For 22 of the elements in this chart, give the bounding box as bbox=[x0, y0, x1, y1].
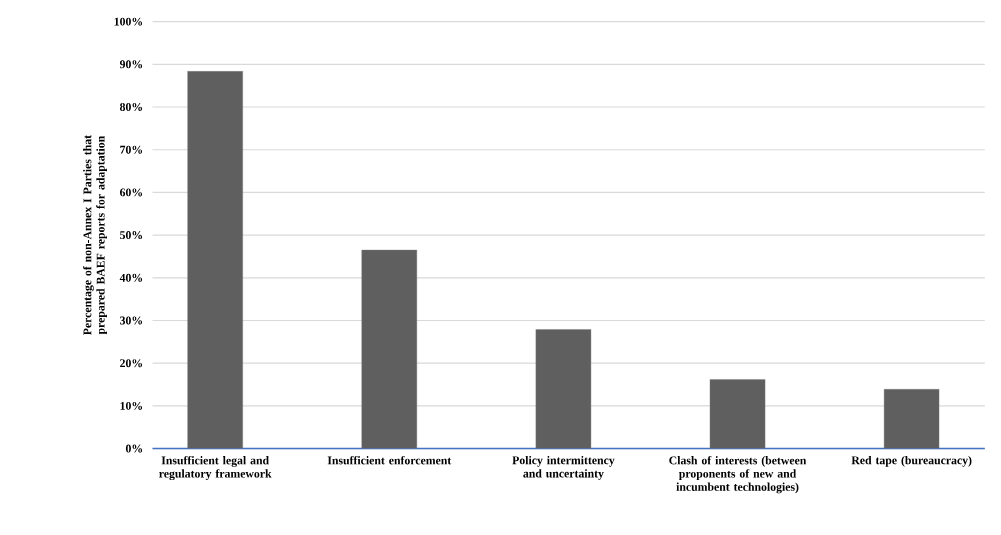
bar bbox=[361, 249, 418, 449]
bar bbox=[187, 70, 243, 449]
bar bbox=[883, 388, 940, 449]
x-tick-label: Red tape (bureaucracy) bbox=[851, 455, 972, 467]
y-axis-title: Percentage of non-Annex I Parties that prepared BAEF reports for adaptation bbox=[82, 134, 107, 336]
y-tick-label: 20% bbox=[120, 359, 143, 368]
y-tick-label: 30% bbox=[120, 316, 143, 325]
y-tick-label: 0% bbox=[125, 444, 143, 453]
y-tick-label: 60% bbox=[120, 188, 143, 197]
y-tick-label: 80% bbox=[119, 102, 143, 111]
y-tick-label: 100% bbox=[114, 17, 143, 26]
bar bbox=[535, 329, 592, 449]
x-tick-label: Clash of interests (between proponents of new and incumbent technologies) bbox=[669, 455, 807, 494]
y-tick-label: 40% bbox=[119, 273, 143, 282]
x-tick-label: Policy intermittency and uncertainty bbox=[512, 455, 615, 480]
x-tick-label: Insufficient legal and regulatory framework bbox=[159, 455, 272, 481]
y-tick-label: 10% bbox=[120, 401, 143, 410]
y-tick-label: 70% bbox=[120, 145, 143, 154]
y-tick-label: 90% bbox=[119, 60, 143, 69]
bar bbox=[709, 379, 766, 449]
x-tick-label: Insufficient enforcement bbox=[327, 455, 452, 465]
y-tick-label: 50% bbox=[120, 231, 143, 240]
